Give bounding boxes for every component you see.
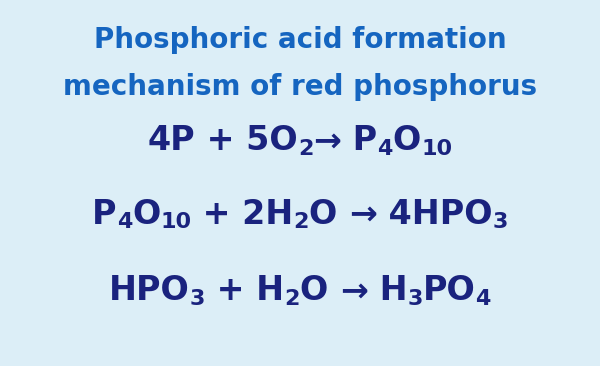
Text: 4: 4 bbox=[377, 139, 393, 159]
Text: PO: PO bbox=[422, 274, 475, 307]
Text: 4HPO: 4HPO bbox=[377, 198, 493, 231]
Text: O: O bbox=[300, 274, 340, 307]
Text: O: O bbox=[132, 198, 160, 231]
Text: 2: 2 bbox=[284, 289, 300, 309]
Text: →: → bbox=[340, 274, 368, 307]
Text: H: H bbox=[368, 274, 407, 307]
Text: P: P bbox=[341, 124, 377, 157]
Text: 3: 3 bbox=[493, 212, 508, 232]
Text: 4P: 4P bbox=[148, 124, 196, 157]
Text: 10: 10 bbox=[160, 212, 191, 232]
Text: O: O bbox=[309, 198, 349, 231]
Text: P: P bbox=[92, 198, 116, 231]
Text: →: → bbox=[349, 198, 377, 231]
Text: O: O bbox=[393, 124, 421, 157]
Text: 3: 3 bbox=[190, 289, 205, 309]
Text: 4: 4 bbox=[116, 212, 132, 232]
Text: mechanism of red phosphorus: mechanism of red phosphorus bbox=[63, 73, 537, 101]
Text: + H: + H bbox=[205, 274, 284, 307]
Text: 2: 2 bbox=[293, 212, 309, 232]
Text: 4: 4 bbox=[475, 289, 491, 309]
Text: HPO: HPO bbox=[109, 274, 190, 307]
Text: 2: 2 bbox=[298, 139, 313, 159]
Text: 10: 10 bbox=[421, 139, 452, 159]
Text: 3: 3 bbox=[407, 289, 422, 309]
Text: + 2H: + 2H bbox=[191, 198, 293, 231]
Text: Phosphoric acid formation: Phosphoric acid formation bbox=[94, 26, 506, 54]
Text: + 5O: + 5O bbox=[196, 124, 298, 157]
Text: →: → bbox=[313, 124, 341, 157]
